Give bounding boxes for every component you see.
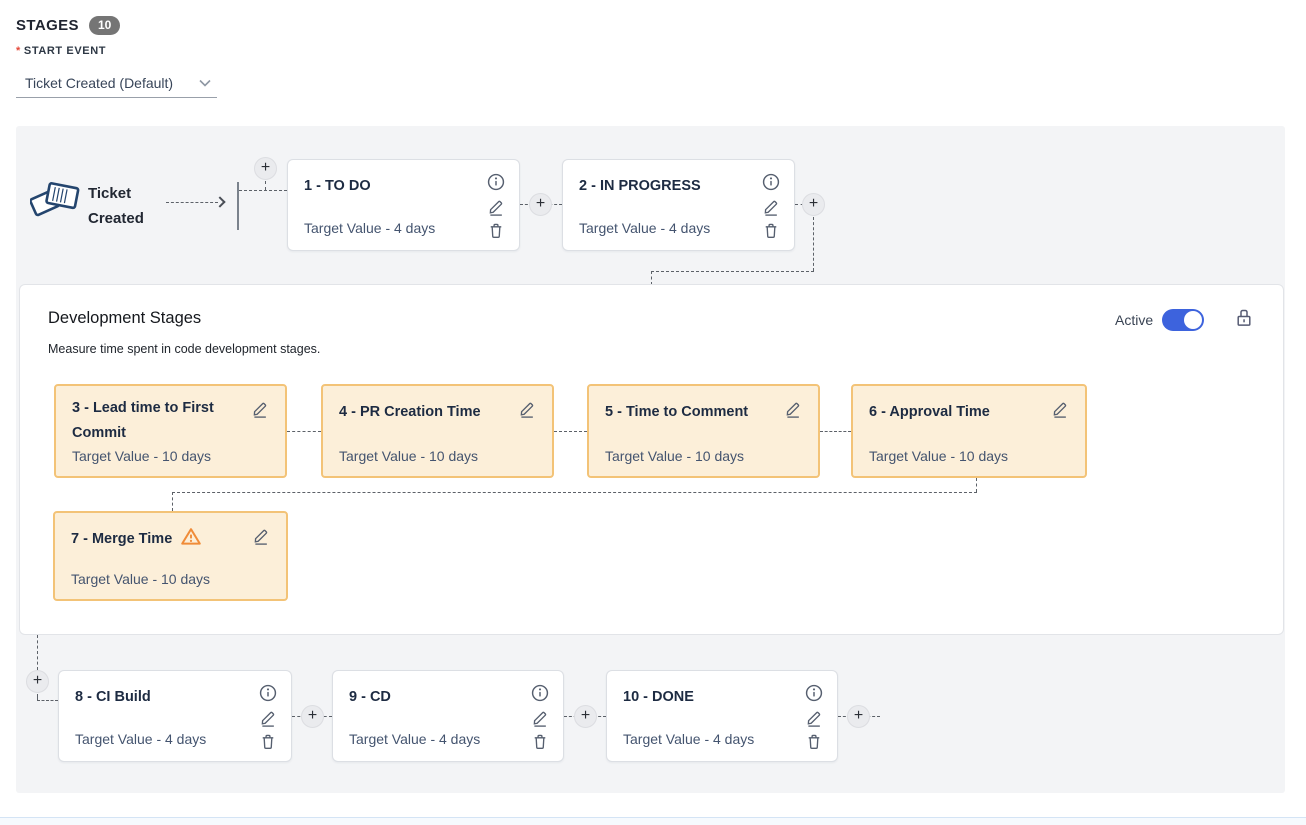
- start-event-label-row: * START EVENT: [16, 45, 106, 57]
- stage-title: 2 - IN PROGRESS: [579, 178, 701, 194]
- stage-card-3[interactable]: 3 - Lead time to First Commit Target Val…: [54, 384, 287, 478]
- edit-icon[interactable]: [251, 400, 269, 418]
- connector: [651, 271, 814, 272]
- stage-title: 5 - Time to Comment: [605, 404, 749, 420]
- active-label: Active: [1115, 312, 1154, 328]
- stage-title: 7 - Merge Time: [71, 527, 246, 552]
- stage-target: Target Value - 10 days: [339, 448, 479, 464]
- connector: [37, 635, 38, 670]
- edit-icon[interactable]: [252, 527, 270, 545]
- connector: [172, 492, 977, 493]
- delete-icon[interactable]: [531, 733, 549, 751]
- info-icon[interactable]: [805, 684, 823, 702]
- connector: [37, 700, 58, 701]
- stage-target: Target Value - 4 days: [623, 731, 755, 747]
- warning-icon: [180, 527, 202, 546]
- connector: [976, 478, 977, 492]
- stage-title: 9 - CD: [349, 689, 391, 705]
- info-icon[interactable]: [487, 173, 505, 191]
- required-marker: *: [16, 45, 21, 57]
- stage-target: Target Value - 4 days: [349, 731, 481, 747]
- connector: [237, 182, 239, 230]
- stage-target: Target Value - 10 days: [71, 571, 211, 587]
- connector: [239, 190, 287, 191]
- connector: [554, 431, 587, 432]
- stage-target: Target Value - 10 days: [869, 448, 1009, 464]
- stage-title: 8 - CI Build: [75, 689, 151, 705]
- connector: [37, 694, 38, 700]
- stage-card-10[interactable]: 10 - DONE Target Value - 4 days: [606, 670, 838, 762]
- bottom-divider: [0, 817, 1306, 825]
- stage-target: Target Value - 10 days: [72, 448, 212, 464]
- stages-title: STAGES: [16, 17, 79, 34]
- page-header: STAGES 10: [16, 16, 121, 35]
- connector: [651, 271, 652, 285]
- stage-title: 10 - DONE: [623, 689, 694, 705]
- toggle-knob: [1184, 311, 1202, 329]
- connector: [820, 431, 851, 432]
- stage-title: 3 - Lead time to First Commit: [72, 400, 214, 441]
- connector: [287, 431, 321, 432]
- lock-icon[interactable]: [1235, 307, 1253, 328]
- stage-target: Target Value - 4 days: [579, 220, 711, 236]
- info-icon[interactable]: [762, 173, 780, 191]
- stage-title: 6 - Approval Time: [869, 404, 990, 420]
- info-icon[interactable]: [531, 684, 549, 702]
- stage-title: 1 - TO DO: [304, 178, 371, 194]
- delete-icon[interactable]: [259, 733, 277, 751]
- stage-card-9[interactable]: 9 - CD Target Value - 4 days: [332, 670, 564, 762]
- edit-icon[interactable]: [805, 709, 823, 727]
- add-stage-button[interactable]: +: [301, 705, 324, 728]
- edit-icon[interactable]: [518, 400, 536, 418]
- add-stage-button[interactable]: +: [254, 157, 277, 180]
- stage-card-4[interactable]: 4 - PR Creation Time Target Value - 10 d…: [321, 384, 554, 478]
- stage-target: Target Value - 4 days: [304, 220, 436, 236]
- dev-stages-title: Development Stages: [48, 309, 202, 327]
- start-event-value: Ticket Created (Default): [25, 74, 174, 91]
- chevron-down-icon: [199, 74, 211, 92]
- dev-stages-description: Measure time spent in code development s…: [48, 342, 321, 356]
- connector: [172, 492, 173, 511]
- edit-icon[interactable]: [259, 709, 277, 727]
- start-event-select[interactable]: Ticket Created (Default): [16, 68, 217, 98]
- stage-title: 4 - PR Creation Time: [339, 404, 481, 420]
- edit-icon[interactable]: [784, 400, 802, 418]
- stage-target: Target Value - 10 days: [605, 448, 745, 464]
- start-event-label: START EVENT: [23, 45, 107, 57]
- info-icon[interactable]: [259, 684, 277, 702]
- edit-icon[interactable]: [762, 198, 780, 216]
- connector: [166, 202, 218, 203]
- add-stage-button[interactable]: +: [847, 705, 870, 728]
- edit-icon[interactable]: [1051, 400, 1069, 418]
- stage-card-8[interactable]: 8 - CI Build Target Value - 4 days: [58, 670, 292, 762]
- connector: [813, 217, 814, 271]
- connector: [265, 181, 266, 190]
- start-node-label: Ticket Created: [88, 185, 144, 227]
- add-stage-button[interactable]: +: [529, 193, 552, 216]
- stage-card-6[interactable]: 6 - Approval Time Target Value - 10 days: [851, 384, 1087, 478]
- delete-icon[interactable]: [805, 733, 823, 751]
- delete-icon[interactable]: [762, 222, 780, 240]
- delete-icon[interactable]: [487, 222, 505, 240]
- stage-card-1[interactable]: 1 - TO DO Target Value - 4 days: [287, 159, 520, 251]
- stage-card-7[interactable]: 7 - Merge Time Target Value - 10 days: [53, 511, 288, 601]
- add-stage-button[interactable]: +: [26, 670, 49, 693]
- stage-card-2[interactable]: 2 - IN PROGRESS Target Value - 4 days: [562, 159, 795, 251]
- add-stage-button[interactable]: +: [802, 193, 825, 216]
- edit-icon[interactable]: [531, 709, 549, 727]
- stage-card-5[interactable]: 5 - Time to Comment Target Value - 10 da…: [587, 384, 820, 478]
- stages-count-badge: 10: [88, 16, 121, 35]
- stage-target: Target Value - 4 days: [75, 731, 207, 747]
- edit-icon[interactable]: [487, 198, 505, 216]
- active-toggle[interactable]: [1162, 309, 1204, 331]
- ticket-icon: [29, 174, 86, 228]
- add-stage-button[interactable]: +: [574, 705, 597, 728]
